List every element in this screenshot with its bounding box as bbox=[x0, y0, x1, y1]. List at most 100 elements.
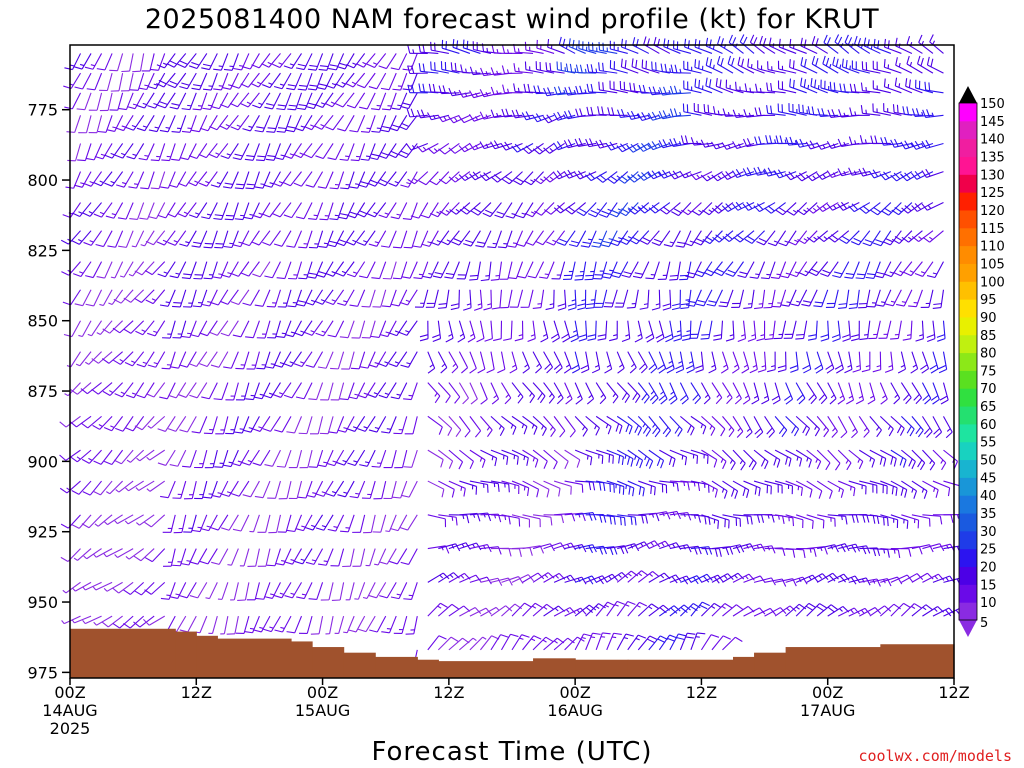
wind-barb bbox=[400, 548, 418, 565]
wind-barb bbox=[523, 171, 544, 186]
wind-barb bbox=[133, 615, 155, 628]
wind-barb bbox=[183, 480, 197, 500]
wind-barb bbox=[82, 615, 102, 625]
wind-barb bbox=[658, 416, 672, 438]
wind-barb bbox=[711, 603, 733, 617]
wind-barb bbox=[851, 320, 860, 342]
wind-barb bbox=[389, 548, 408, 565]
wind-barb bbox=[670, 64, 691, 74]
wind-barb bbox=[922, 606, 944, 617]
wind-barb bbox=[701, 602, 722, 617]
wind-barb bbox=[595, 415, 612, 435]
wind-barb bbox=[147, 92, 166, 109]
wind-barb bbox=[242, 289, 260, 306]
wind-barb bbox=[525, 230, 545, 246]
wind-barb bbox=[690, 382, 702, 405]
wind-barb bbox=[252, 449, 271, 466]
y-tick-label: 875 bbox=[27, 382, 58, 401]
wind-barb bbox=[648, 511, 671, 520]
wind-barb bbox=[879, 171, 902, 181]
wind-barb bbox=[648, 449, 665, 469]
wind-barb bbox=[381, 416, 397, 434]
wind-barb bbox=[93, 615, 113, 626]
wind-barb bbox=[458, 351, 469, 374]
colorbar-bin bbox=[959, 138, 977, 157]
wind-barb bbox=[394, 449, 408, 469]
wind-barb bbox=[124, 351, 145, 367]
wind-barb bbox=[695, 289, 713, 307]
wind-barb bbox=[900, 603, 922, 617]
y-tick-label: 975 bbox=[27, 663, 58, 682]
colorbar-label: 35 bbox=[980, 507, 997, 522]
wind-barb bbox=[872, 80, 891, 94]
wind-barb bbox=[252, 92, 271, 109]
wind-barb bbox=[859, 480, 878, 494]
wind-barb bbox=[266, 289, 282, 308]
wind-barb bbox=[198, 143, 218, 159]
wind-barb bbox=[638, 202, 660, 214]
wind-barb bbox=[648, 540, 671, 550]
wind-barb bbox=[616, 382, 630, 403]
wind-barb bbox=[131, 230, 145, 248]
wind-barb bbox=[414, 289, 429, 308]
wind-barb bbox=[342, 548, 355, 568]
wind-barb bbox=[480, 261, 492, 282]
wind-barb bbox=[499, 261, 513, 280]
wind-barb bbox=[700, 382, 711, 405]
wind-barb bbox=[584, 261, 597, 281]
wind-barb bbox=[638, 512, 660, 522]
wind-barb bbox=[388, 351, 408, 368]
wind-barb bbox=[469, 636, 487, 651]
wind-barb bbox=[777, 80, 797, 94]
wind-barb bbox=[136, 449, 155, 462]
wind-barb bbox=[869, 449, 887, 467]
wind-barb bbox=[267, 320, 282, 339]
wind-barb bbox=[701, 514, 720, 529]
wind-barb bbox=[278, 480, 292, 500]
wind-barb bbox=[276, 449, 292, 468]
wind-barb bbox=[407, 45, 428, 54]
wind-barb bbox=[132, 53, 145, 73]
wind-barb bbox=[118, 230, 134, 248]
wind-barb bbox=[427, 415, 443, 435]
wind-barb bbox=[346, 261, 366, 278]
wind-barb bbox=[60, 230, 81, 245]
wind-barb bbox=[88, 115, 103, 134]
wind-barb bbox=[209, 143, 229, 159]
wind-barb bbox=[806, 546, 828, 555]
wind-barb bbox=[777, 351, 787, 373]
wind-barb bbox=[93, 202, 113, 218]
wind-barb bbox=[125, 480, 144, 492]
y-tick-label: 825 bbox=[27, 241, 58, 260]
wind-barb bbox=[177, 171, 197, 187]
wind-barb bbox=[283, 202, 302, 219]
wind-barb bbox=[469, 351, 477, 374]
wind-barb bbox=[665, 351, 675, 374]
wind-barb bbox=[398, 115, 418, 131]
wind-barb bbox=[648, 382, 659, 405]
wind-barb bbox=[826, 202, 849, 211]
wind-barb bbox=[147, 351, 166, 368]
wind-barb bbox=[93, 449, 113, 465]
wind-barb bbox=[520, 289, 534, 308]
wind-barb bbox=[787, 230, 808, 246]
wind-barb bbox=[361, 320, 376, 339]
wind-barb bbox=[173, 514, 187, 534]
wind-barb bbox=[922, 573, 945, 583]
wind-barb bbox=[491, 44, 513, 54]
wind-barb bbox=[297, 72, 313, 91]
wind-barb bbox=[929, 351, 939, 374]
wind-barb bbox=[757, 351, 767, 373]
wind-barb bbox=[943, 449, 959, 470]
wind-barb bbox=[422, 261, 439, 279]
wind-barb bbox=[307, 72, 324, 91]
wind-barb bbox=[585, 415, 600, 436]
wind-barb bbox=[737, 320, 747, 342]
wind-barb bbox=[749, 261, 766, 279]
wind-barb bbox=[347, 202, 366, 219]
wind-barb bbox=[287, 289, 303, 308]
wind-barb bbox=[777, 60, 797, 74]
wind-barb bbox=[249, 514, 260, 533]
wind-barb bbox=[614, 289, 629, 308]
wind-barb bbox=[827, 605, 850, 617]
